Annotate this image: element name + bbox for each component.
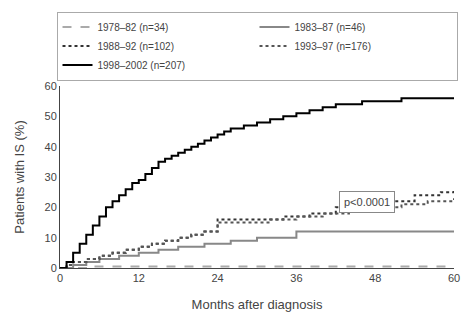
svg-text:60: 60: [45, 80, 57, 92]
svg-text:0: 0: [51, 262, 57, 274]
svg-text:12: 12: [133, 272, 145, 284]
svg-text:30: 30: [45, 171, 57, 183]
svg-text:1998–2002 (n=207): 1998–2002 (n=207): [98, 60, 186, 71]
svg-text:1983–87 (n=46): 1983–87 (n=46): [295, 22, 366, 33]
svg-text:1978–82 (n=34): 1978–82 (n=34): [98, 22, 169, 33]
svg-text:20: 20: [45, 201, 57, 213]
svg-text:60: 60: [448, 272, 460, 284]
svg-text:p<0.0001: p<0.0001: [344, 196, 390, 208]
svg-text:24: 24: [211, 272, 223, 284]
svg-text:Patients with IS (%): Patients with IS (%): [12, 120, 27, 233]
svg-text:Months after diagnosis: Months after diagnosis: [192, 297, 323, 312]
svg-text:50: 50: [45, 110, 57, 122]
svg-text:1988–92 (n=102): 1988–92 (n=102): [98, 41, 174, 52]
svg-text:48: 48: [369, 272, 381, 284]
svg-text:0: 0: [57, 272, 63, 284]
svg-text:1993–97 (n=176): 1993–97 (n=176): [295, 41, 371, 52]
svg-text:36: 36: [290, 272, 302, 284]
svg-text:10: 10: [45, 232, 57, 244]
svg-text:40: 40: [45, 141, 57, 153]
